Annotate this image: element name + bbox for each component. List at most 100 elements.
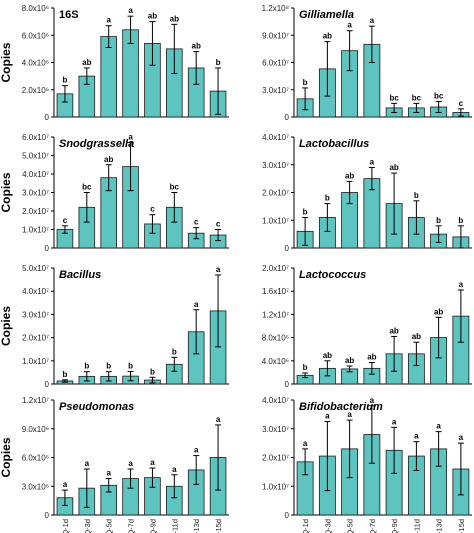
significance-label: b [62, 76, 67, 85]
significance-label: a [216, 265, 221, 274]
y-tick-label: 1.0x10⁷ [22, 357, 49, 366]
panel-title: Bifidobacterium [299, 401, 383, 413]
panel-title: Lactococcus [299, 269, 366, 281]
y-tick-label: 6.0x10⁶ [22, 454, 49, 463]
y-tick-label: 4.0x10⁷ [22, 170, 49, 179]
significance-label: b [325, 194, 330, 203]
x-category-label: UQ-9d [390, 519, 399, 533]
y-tick-label: 6.0x10⁶ [22, 31, 49, 40]
significance-label: a [459, 433, 464, 442]
y-tick-label: 3.0x10⁷ [262, 86, 289, 95]
significance-label: ab [323, 32, 332, 41]
y-axis-label: Copies [0, 437, 13, 477]
significance-label: c [459, 99, 464, 108]
y-tick-label: 2.0x10⁶ [22, 86, 49, 95]
y-tick-label: 8.0x10⁶ [262, 334, 289, 343]
significance-label: a [128, 6, 133, 15]
y-tick-label: 9.0x10⁶ [22, 425, 49, 434]
y-tick-label: 1.0x10⁷ [22, 226, 49, 235]
x-category-label: UQ-13d [435, 519, 444, 533]
significance-label: b [128, 361, 133, 370]
y-tick-label: 0 [285, 380, 290, 389]
y-tick-label: 3.0x10⁷ [262, 161, 289, 170]
y-tick-label: 0 [45, 113, 50, 122]
significance-label: b [62, 370, 67, 379]
bar [100, 36, 117, 118]
significance-label: a [370, 396, 375, 405]
significance-label: c [150, 205, 155, 214]
y-tick-label: 2.0x10⁷ [262, 189, 289, 198]
panel-bacillus: 0 1.0x10⁷ 2.0x10⁷ 3.0x10⁷ 4.0x10⁷ 5.0x10⁷ Copi… [0, 264, 229, 389]
significance-label: ab [367, 353, 376, 362]
x-category-label: UQ-7d [127, 519, 136, 533]
y-axis-label: Copies [0, 42, 13, 82]
significance-label: b [414, 191, 419, 200]
y-tick-label: 0 [285, 511, 290, 520]
significance-label: b [84, 362, 89, 371]
significance-label: c [216, 220, 221, 229]
panel-title: Pseudomonas [59, 401, 134, 413]
significance-label: a [63, 480, 68, 489]
x-category-label: UQ-7d [368, 519, 377, 533]
significance-label: ab [389, 163, 398, 172]
y-tick-label: 9.0x10⁷ [262, 31, 289, 40]
y-tick-label: 6.0x10⁷ [22, 133, 49, 142]
y-tick-label: 0 [285, 244, 290, 253]
significance-label: c [194, 218, 199, 227]
y-tick-label: 1.2x10⁷ [262, 310, 289, 319]
y-tick-label: 1.0x10⁷ [262, 216, 289, 225]
significance-label: a [325, 412, 330, 421]
significance-label: ab [412, 332, 421, 341]
x-category-label: UQ-11d [170, 519, 179, 533]
y-tick-label: 6.0x10⁷ [262, 59, 289, 68]
significance-label: b [172, 347, 177, 356]
significance-label: b [303, 78, 308, 87]
x-category-label: UQ-15d [214, 519, 223, 533]
significance-label: a [106, 469, 111, 478]
significance-label: a [436, 422, 441, 431]
significance-label: a [392, 417, 397, 426]
y-tick-label: 2.0x10⁷ [22, 207, 49, 216]
y-tick-label: 3.0x10⁶ [22, 482, 49, 491]
panel-snodgrassella: 0 1.0x10⁷ 2.0x10⁷ 3.0x10⁷ 4.0x10⁷ 5.0x10⁷ 6.0x… [0, 133, 229, 253]
significance-label: a [194, 300, 199, 309]
significance-label: ab [323, 351, 332, 360]
y-tick-label: 4.0x10⁶ [262, 357, 289, 366]
significance-label: a [414, 432, 419, 441]
y-tick-label: 4.0x10⁷ [22, 287, 49, 296]
significance-label: a [216, 415, 221, 424]
x-category-label: UQ-13d [192, 519, 201, 533]
panel-lactococcus: 0 4.0x10⁶ 8.0x10⁶ 1.2x10⁷ 1.6x10⁷ 2.0x10⁷ Lact… [262, 264, 472, 389]
y-tick-label: 2.0x10⁷ [262, 454, 289, 463]
significance-label: a [85, 459, 90, 468]
x-category-label: UQ-1d [61, 519, 70, 533]
y-tick-label: 1.2x10⁷ [22, 396, 49, 405]
significance-label: a [128, 459, 133, 468]
y-tick-label: 4.0x10⁶ [22, 59, 49, 68]
x-category-label: UQ-3d [323, 519, 332, 533]
significance-label: a [128, 133, 133, 142]
y-tick-label: 1.6x10⁷ [262, 287, 289, 296]
significance-label: a [347, 21, 352, 30]
significance-label: bc [434, 92, 444, 101]
significance-label: bc [82, 183, 92, 192]
significance-label: ab [148, 12, 157, 21]
x-category-label: UQ-9d [148, 519, 157, 533]
significance-label: b [150, 367, 155, 376]
y-tick-label: 5.0x10⁷ [22, 264, 49, 273]
y-tick-label: 0 [45, 511, 50, 520]
panel-title: 16S [59, 9, 79, 21]
y-tick-label: 5.0x10⁷ [22, 152, 49, 161]
significance-label: bc [389, 93, 399, 102]
y-axis-label: Copies [0, 306, 13, 346]
y-tick-label: 3.0x10⁷ [22, 189, 49, 198]
panel-gilliamella: 0 3.0x10⁷ 6.0x10⁷ 9.0x10⁷ 1.2x10⁸ Gilliamella… [262, 4, 472, 122]
panel-title: Bacillus [59, 269, 101, 281]
x-category-label: UQ-11d [412, 519, 421, 533]
significance-label: ab [434, 307, 443, 316]
significance-label: b [216, 58, 221, 67]
significance-label: a [347, 410, 352, 419]
x-category-label: UQ-5d [346, 519, 355, 533]
y-tick-label: 4.0x10⁷ [262, 396, 289, 405]
